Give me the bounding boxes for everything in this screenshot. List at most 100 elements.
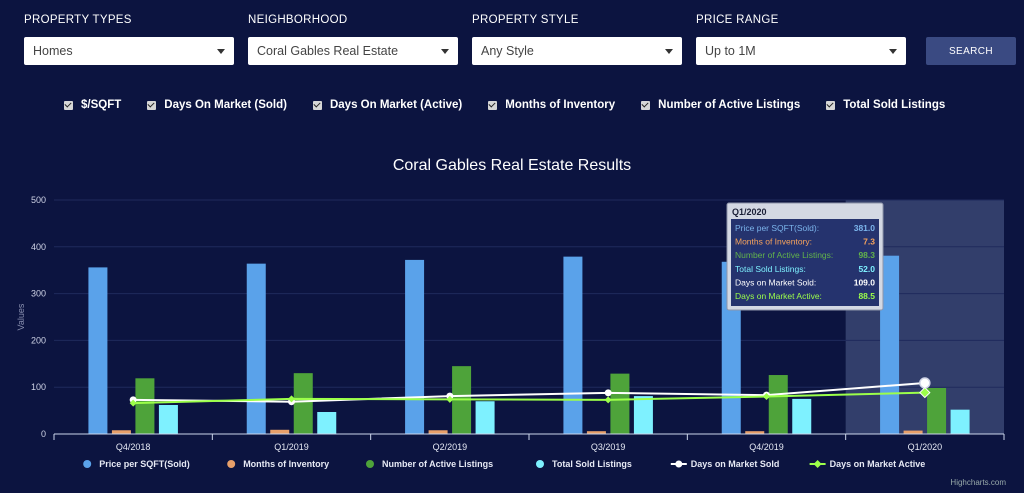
filter-neighborhood: NEIGHBORHOOD Coral Gables Real Estate <box>248 14 458 65</box>
filter-label: PRICE RANGE <box>696 14 779 26</box>
filter-price-range: PRICE RANGE Up to 1M <box>696 14 906 65</box>
property-style-select[interactable]: Any Style <box>472 37 682 65</box>
checkbox-label: Days On Market (Active) <box>329 99 463 111</box>
bar-price-per-sqft-sold- <box>880 255 900 434</box>
bar-price-per-sqft-sold- <box>563 256 583 434</box>
legend-item-days-on-market-active[interactable]: Days on Market Active <box>830 459 926 469</box>
bar-total-sold-listings <box>950 409 970 434</box>
tooltip-row-value: 381.0 <box>854 223 876 233</box>
filter-label: NEIGHBORHOOD <box>248 14 348 26</box>
point-days-on-market-active <box>446 395 454 403</box>
point-days-on-market-active <box>919 386 931 399</box>
legend-marker-days-on-market-sold <box>675 460 683 468</box>
y-tick-label: 500 <box>31 195 46 205</box>
x-tick-label: Q4/2019 <box>749 442 784 452</box>
checkbox-checked-icon <box>147 100 157 110</box>
checkbox-days-on-market-active[interactable]: Days On Market (Active) <box>312 99 463 111</box>
legend-symbol-price-per-sqft-sold- <box>83 460 92 468</box>
bar-price-per-sqft-sold- <box>405 259 425 434</box>
tooltip-row-label: Total Sold Listings: <box>735 264 806 274</box>
legend-item-months-of-inventory[interactable]: Months of Inventory <box>243 459 329 469</box>
y-tick-label: 100 <box>31 382 46 392</box>
tooltip-title: Q1/2020 <box>732 207 767 217</box>
checkbox-label: Days On Market (Sold) <box>164 99 287 111</box>
filter-label: PROPERTY STYLE <box>472 14 579 26</box>
bar-total-sold-listings <box>792 398 812 434</box>
bar-number-of-active-listings <box>135 378 155 434</box>
search-button[interactable]: SEARCH <box>926 37 1016 65</box>
series-checkbox-row: $/SQFT Days On Market (Sold) Days On Mar… <box>64 99 971 111</box>
x-tick-label: Q4/2018 <box>116 442 151 452</box>
bar-total-sold-listings <box>158 404 178 434</box>
x-tick-label: Q2/2019 <box>433 442 468 452</box>
point-days-on-market-active <box>288 395 295 403</box>
select-value: Coral Gables Real Estate <box>257 44 399 58</box>
x-tick-label: Q1/2020 <box>908 442 943 452</box>
bar-total-sold-listings <box>317 412 337 434</box>
chevron-down-icon <box>665 48 673 54</box>
checkbox-days-on-market-sold[interactable]: Days On Market (Sold) <box>147 99 287 111</box>
checkbox-total-sold[interactable]: Total Sold Listings <box>826 99 945 111</box>
filter-property-style: PROPERTY STYLE Any Style <box>472 14 682 65</box>
checkbox-sqft[interactable]: $/SQFT <box>64 99 121 111</box>
filter-property-types: PROPERTY TYPES Homes <box>24 14 234 65</box>
checkbox-label: $/SQFT <box>81 99 122 111</box>
select-value: Homes <box>33 44 73 58</box>
filter-bar: PROPERTY TYPES Homes NEIGHBORHOOD Coral … <box>24 14 1016 65</box>
tooltip-row-label: Price per SQFT(Sold): <box>735 223 819 233</box>
property-types-select[interactable]: Homes <box>24 37 234 65</box>
checkbox-checked-icon <box>826 100 836 110</box>
tooltip-row-value: 98.3 <box>858 250 875 260</box>
checkbox-checked-icon <box>641 100 651 110</box>
neighborhood-select[interactable]: Coral Gables Real Estate <box>248 37 458 65</box>
point-days-on-market-sold <box>604 389 612 397</box>
line-days-on-market-sold <box>133 381 925 403</box>
checkbox-label: Number of Active Listings <box>658 99 801 111</box>
tooltip-row-value: 88.5 <box>858 291 875 301</box>
price-range-select[interactable]: Up to 1M <box>696 37 906 65</box>
y-axis-label: Values <box>16 303 26 330</box>
select-value: Up to 1M <box>705 44 756 58</box>
chart-title: Coral Gables Real Estate Results <box>393 157 631 174</box>
bar-months-of-inventory <box>586 431 606 434</box>
tooltip-row-value: 7.3 <box>863 237 875 247</box>
chevron-down-icon <box>889 48 897 54</box>
legend-symbol-total-sold-listings <box>536 460 544 468</box>
y-tick-label: 0 <box>41 429 46 439</box>
results-chart: Coral Gables Real Estate Results 0 100 200… <box>16 157 1005 469</box>
y-tick-label: 300 <box>31 289 46 299</box>
bar-number-of-active-listings <box>768 375 788 434</box>
tooltip-row-label: Days on Market Active: <box>735 291 822 301</box>
bar-number-of-active-listings <box>927 387 947 434</box>
tooltip-row-value: 52.0 <box>858 264 875 274</box>
tooltip-row-value: 109.0 <box>854 277 876 287</box>
checkbox-checked-icon <box>64 100 73 110</box>
tooltip-row-label: Months of Inventory: <box>735 237 812 247</box>
bar-number-of-active-listings <box>610 373 630 434</box>
bar-price-per-sqft-sold- <box>246 263 266 434</box>
checkbox-checked-icon <box>312 100 322 110</box>
bar-months-of-inventory <box>745 431 765 434</box>
bar-months-of-inventory <box>428 430 448 434</box>
highcharts-credit[interactable]: Highcharts.com <box>950 478 1006 487</box>
tooltip-row-label: Number of Active Listings: <box>735 250 833 260</box>
filter-label: PROPERTY TYPES <box>24 14 132 26</box>
legend-item-total-sold-listings[interactable]: Total Sold Listings <box>552 459 632 469</box>
tooltip-row-label: Days on Market Sold: <box>735 277 816 287</box>
bar-total-sold-listings <box>475 401 495 434</box>
select-value: Any Style <box>481 44 534 58</box>
bar-price-per-sqft-sold- <box>88 267 108 434</box>
bar-total-sold-listings <box>633 396 653 434</box>
legend-item-days-on-market-sold[interactable]: Days on Market Sold <box>691 459 780 469</box>
legend-item-price-per-sqft-sold-[interactable]: Price per SQFT(Sold) <box>99 459 190 469</box>
checkbox-checked-icon <box>488 100 498 110</box>
legend-symbol-number-of-active-listings <box>366 460 374 468</box>
checkbox-months-of-inventory[interactable]: Months of Inventory <box>488 99 615 111</box>
legend-item-number-of-active-listings[interactable]: Number of Active Listings <box>382 459 493 469</box>
point-days-on-market-active <box>763 393 770 401</box>
checkbox-active-listings[interactable]: Number of Active Listings <box>641 99 800 111</box>
point-days-on-market-sold <box>919 377 931 389</box>
y-tick-label: 200 <box>31 335 46 345</box>
bar-number-of-active-listings <box>293 373 313 434</box>
y-tick-label: 400 <box>31 242 46 252</box>
